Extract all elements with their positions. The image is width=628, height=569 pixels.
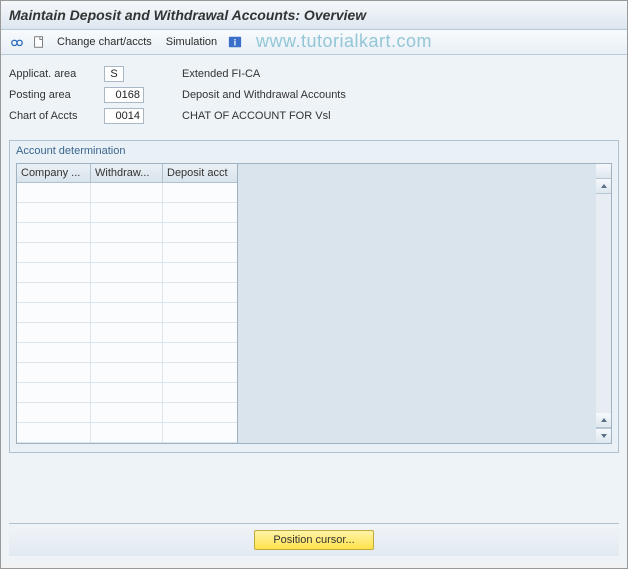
table-cell[interactable] <box>91 283 163 302</box>
change-chart-link[interactable]: Change chart/accts <box>53 34 156 50</box>
table-cell[interactable] <box>17 203 91 222</box>
table-cell[interactable] <box>163 383 237 402</box>
field-desc: Extended FI-CA <box>182 68 260 80</box>
table-row[interactable] <box>17 343 237 363</box>
table-row[interactable] <box>17 403 237 423</box>
table-cell[interactable] <box>163 263 237 282</box>
table-cell[interactable] <box>17 243 91 262</box>
scroll-down-up-icon[interactable] <box>596 413 611 428</box>
table-cell[interactable] <box>17 343 91 362</box>
application-area-input[interactable] <box>104 66 124 82</box>
table-cell[interactable] <box>17 183 91 202</box>
table-row[interactable] <box>17 323 237 343</box>
table-cell[interactable] <box>91 183 163 202</box>
table-cell[interactable] <box>91 363 163 382</box>
table-wrap: Company ... Withdraw... Deposit acct <box>16 163 612 444</box>
page-title: Maintain Deposit and Withdrawal Accounts… <box>9 7 619 23</box>
table-cell[interactable] <box>91 343 163 362</box>
table-row[interactable] <box>17 223 237 243</box>
table-row[interactable] <box>17 363 237 383</box>
content-area: Applicat. area Extended FI-CA Posting ar… <box>1 55 627 564</box>
field-posting-area: Posting area Deposit and Withdrawal Acco… <box>9 86 619 104</box>
table-row[interactable] <box>17 303 237 323</box>
table-cell[interactable] <box>91 323 163 342</box>
table-row[interactable] <box>17 423 237 443</box>
header-fields: Applicat. area Extended FI-CA Posting ar… <box>9 65 619 128</box>
table-row[interactable] <box>17 263 237 283</box>
table-cell[interactable] <box>91 383 163 402</box>
table-cell[interactable] <box>17 403 91 422</box>
account-determination-group: Account determination Company ... Withdr… <box>9 140 619 453</box>
glasses-icon[interactable] <box>9 34 25 50</box>
chart-of-accts-input[interactable] <box>104 108 144 124</box>
field-label: Applicat. area <box>9 68 104 80</box>
field-chart-of-accts: Chart of Accts CHAT OF ACCOUNT FOR Vsl <box>9 107 619 125</box>
table-cell[interactable] <box>163 423 237 442</box>
title-bar: Maintain Deposit and Withdrawal Accounts… <box>1 1 627 30</box>
account-grid: Company ... Withdraw... Deposit acct <box>16 163 238 444</box>
table-cell[interactable] <box>17 263 91 282</box>
table-cell[interactable] <box>91 303 163 322</box>
watermark-text: www.tutorialkart.com <box>256 31 432 52</box>
field-desc: CHAT OF ACCOUNT FOR Vsl <box>182 110 331 122</box>
groupbox-title: Account determination <box>10 141 618 163</box>
scroll-down-icon[interactable] <box>596 428 611 443</box>
table-cell[interactable] <box>17 383 91 402</box>
table-cell[interactable] <box>17 303 91 322</box>
table-cell[interactable] <box>163 303 237 322</box>
table-cell[interactable] <box>17 283 91 302</box>
vertical-scrollbar <box>596 163 612 444</box>
table-cell[interactable] <box>17 223 91 242</box>
toolbar: Change chart/accts Simulation i www.tuto… <box>1 30 627 55</box>
table-cell[interactable] <box>91 243 163 262</box>
field-label: Posting area <box>9 89 104 101</box>
table-cell[interactable] <box>163 183 237 202</box>
grid-body <box>17 183 237 443</box>
table-row[interactable] <box>17 243 237 263</box>
table-cell[interactable] <box>163 223 237 242</box>
field-label: Chart of Accts <box>9 110 104 122</box>
new-page-icon[interactable] <box>31 34 47 50</box>
table-cell[interactable] <box>91 423 163 442</box>
position-cursor-button[interactable]: Position cursor... <box>254 530 373 550</box>
table-cell[interactable] <box>163 323 237 342</box>
field-desc: Deposit and Withdrawal Accounts <box>182 89 346 101</box>
table-cell[interactable] <box>91 263 163 282</box>
col-deposit[interactable]: Deposit acct <box>163 164 237 182</box>
table-row[interactable] <box>17 183 237 203</box>
table-cell[interactable] <box>17 323 91 342</box>
footer-bar: Position cursor... <box>9 523 619 556</box>
table-row[interactable] <box>17 203 237 223</box>
col-withdraw[interactable]: Withdraw... <box>91 164 163 182</box>
table-cell[interactable] <box>163 283 237 302</box>
table-cell[interactable] <box>163 243 237 262</box>
table-cell[interactable] <box>91 203 163 222</box>
scrollbar-select-all[interactable] <box>596 164 611 179</box>
table-cell[interactable] <box>163 363 237 382</box>
svg-text:i: i <box>234 38 236 48</box>
grid-header: Company ... Withdraw... Deposit acct <box>17 164 237 183</box>
scrollbar-track[interactable] <box>596 194 611 413</box>
table-cell[interactable] <box>163 403 237 422</box>
info-icon[interactable]: i <box>227 34 243 50</box>
col-company[interactable]: Company ... <box>17 164 91 182</box>
table-row[interactable] <box>17 283 237 303</box>
field-application-area: Applicat. area Extended FI-CA <box>9 65 619 83</box>
simulation-link[interactable]: Simulation <box>162 34 221 50</box>
table-cell[interactable] <box>17 363 91 382</box>
table-row[interactable] <box>17 383 237 403</box>
scroll-up-icon[interactable] <box>596 179 611 194</box>
grid-filler <box>238 163 596 444</box>
table-cell[interactable] <box>163 203 237 222</box>
table-cell[interactable] <box>91 403 163 422</box>
table-cell[interactable] <box>17 423 91 442</box>
posting-area-input[interactable] <box>104 87 144 103</box>
table-cell[interactable] <box>91 223 163 242</box>
table-cell[interactable] <box>163 343 237 362</box>
